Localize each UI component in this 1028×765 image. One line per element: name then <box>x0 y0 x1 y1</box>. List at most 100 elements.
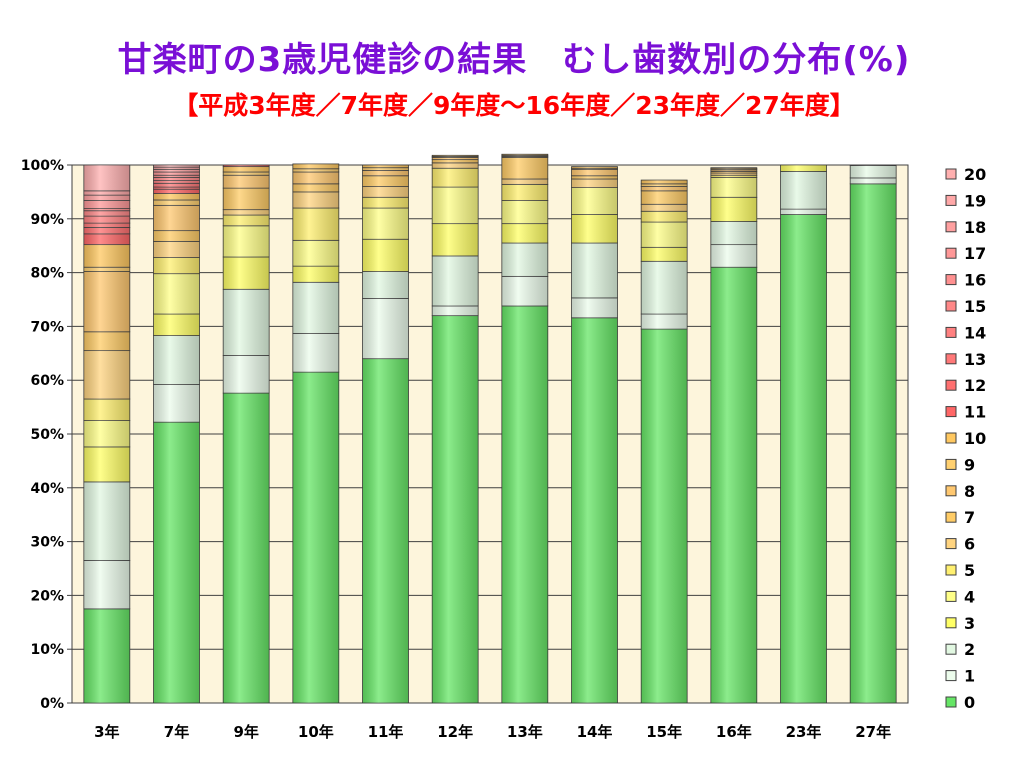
legend-swatch-14 <box>945 326 957 338</box>
legend-label-20: 20 <box>964 165 986 184</box>
bar-segment-6 <box>640 203 688 212</box>
y-tick-label: 80% <box>30 266 64 282</box>
y-tick-label: 60% <box>30 373 64 389</box>
bar-segment-7 <box>640 190 688 205</box>
bar-segment-8 <box>640 186 688 192</box>
bar-segment-10 <box>571 166 618 169</box>
legend-swatch-17 <box>945 247 957 259</box>
legend-label-0: 0 <box>964 693 975 712</box>
bar-segment-7 <box>571 175 618 180</box>
legend-label-16: 16 <box>964 271 986 290</box>
x-tick-label: 13年 <box>507 723 543 741</box>
bar-segment-10 <box>83 244 131 268</box>
bar-segment-10 <box>501 153 549 156</box>
bar-segment-2 <box>501 242 549 277</box>
x-tick-label: 9年 <box>233 723 258 741</box>
bar-segment-15 <box>153 176 200 182</box>
bar-segment-1 <box>710 244 758 268</box>
legend-label-8: 8 <box>964 482 975 501</box>
bar-segment-2 <box>431 255 479 307</box>
legend-label-19: 19 <box>964 191 986 210</box>
bar-segment-2 <box>292 281 340 334</box>
bar-segment-8 <box>83 271 131 333</box>
x-tick-label: 11年 <box>368 723 404 741</box>
bar-segment-10 <box>431 154 479 157</box>
bar-segment-8 <box>292 171 340 185</box>
legend-swatch-4 <box>945 590 957 602</box>
legend-swatch-10 <box>945 432 957 444</box>
bar-segment-20 <box>83 164 131 192</box>
legend-swatch-18 <box>945 221 957 233</box>
bar-segment-1 <box>571 297 618 319</box>
legend-label-9: 9 <box>964 455 975 474</box>
bar-segment-1 <box>83 560 131 610</box>
bar-segment-1 <box>431 305 479 317</box>
legend-label-4: 4 <box>964 587 975 606</box>
legend-swatch-19 <box>945 194 957 206</box>
legend-label-7: 7 <box>964 508 975 527</box>
y-tick-label: 50% <box>30 427 64 443</box>
bar-segment-0 <box>640 328 688 704</box>
bar-segment-0 <box>292 371 340 704</box>
bar-segment-10 <box>153 193 200 201</box>
x-tick-label: 27年 <box>855 723 891 741</box>
bar-segment-3 <box>849 164 897 166</box>
bar-segment-8 <box>153 204 200 232</box>
x-tick-label: 7年 <box>164 723 189 741</box>
bar-segment-3 <box>292 265 340 283</box>
bar-segment-10 <box>640 179 688 185</box>
bar-segment-7 <box>501 157 549 180</box>
bar-segment-8 <box>362 169 409 177</box>
bar-segment-3 <box>501 223 549 244</box>
bar-segment-5 <box>362 196 409 209</box>
legend-label-2: 2 <box>964 640 975 659</box>
bar-segment-0 <box>83 608 131 704</box>
bar-segment-4 <box>431 186 479 225</box>
bar-segment-10 <box>222 166 270 173</box>
bar-segment-5 <box>292 207 340 241</box>
bar-segment-2 <box>780 171 827 210</box>
bar-segment-0 <box>780 214 827 704</box>
bar-segment-3 <box>431 223 479 257</box>
bar-segment-6 <box>362 186 409 198</box>
bar-segment-19 <box>83 190 131 196</box>
x-axis: 3年 7年 9年 10年 11年 12年 13年 14年 15年 16年 23年 27年 <box>94 723 891 741</box>
x-tick-label: 23年 <box>786 723 822 741</box>
bar-segment-4 <box>222 225 270 258</box>
bar-segment-4 <box>640 221 688 248</box>
legend-label-10: 10 <box>964 429 986 448</box>
bar-segment-0 <box>501 305 549 704</box>
bar-segment-14 <box>153 180 200 184</box>
bar-segment-18 <box>153 168 200 173</box>
bar-segment-4 <box>292 239 340 267</box>
bar-segment-9 <box>362 167 409 171</box>
legend-swatch-2 <box>945 643 957 655</box>
bar-segment-11 <box>83 233 131 246</box>
bar-segment-14 <box>83 215 131 224</box>
y-tick-label: 20% <box>30 588 64 604</box>
bar-segment-0 <box>849 183 897 704</box>
legend-label-6: 6 <box>964 535 975 554</box>
bar-segment-6 <box>501 178 549 185</box>
bar-segment-9 <box>83 266 131 272</box>
bar-segment-2 <box>571 242 618 299</box>
x-tick-label: 3年 <box>94 723 119 741</box>
bar-segment-4 <box>153 273 200 315</box>
legend-label-15: 15 <box>964 297 986 316</box>
bar-segment-17 <box>153 171 200 176</box>
bar-segment-1 <box>153 384 200 423</box>
x-tick-label: 10年 <box>298 723 334 741</box>
bar-segment-5 <box>431 167 479 188</box>
y-tick-label: 10% <box>30 642 64 658</box>
bar-segment-4 <box>501 200 549 225</box>
legend-swatch-11 <box>945 406 957 418</box>
bar-segment-10 <box>710 167 758 170</box>
bar-segment-13 <box>83 222 131 228</box>
bar-segment-0 <box>153 421 200 704</box>
legend-swatch-7 <box>945 511 957 523</box>
bar-segment-2 <box>710 221 758 246</box>
bar-segment-10 <box>362 164 409 169</box>
legend-swatch-20 <box>945 168 957 180</box>
legend-label-13: 13 <box>964 350 986 369</box>
y-tick-label: 100% <box>21 158 64 174</box>
